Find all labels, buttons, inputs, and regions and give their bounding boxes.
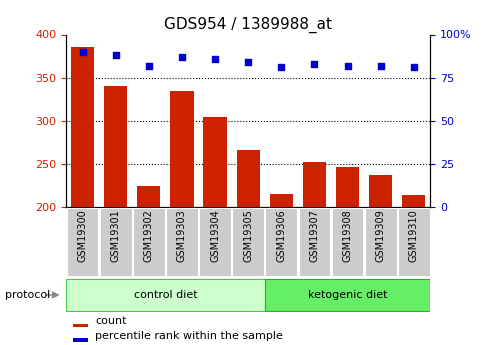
FancyBboxPatch shape	[298, 208, 329, 276]
FancyBboxPatch shape	[166, 208, 198, 276]
FancyBboxPatch shape	[232, 208, 264, 276]
Text: GSM19308: GSM19308	[342, 209, 352, 262]
FancyBboxPatch shape	[331, 208, 363, 276]
Bar	[236, 150, 259, 207]
Bar	[401, 195, 425, 207]
Point	[112, 52, 120, 58]
Text: GSM19307: GSM19307	[309, 209, 319, 262]
Text: percentile rank within the sample: percentile rank within the sample	[95, 331, 283, 341]
Bar	[368, 175, 391, 207]
FancyBboxPatch shape	[397, 208, 429, 276]
Point	[409, 65, 417, 70]
Text: GSM19305: GSM19305	[243, 209, 253, 262]
Title: GDS954 / 1389988_at: GDS954 / 1389988_at	[164, 17, 331, 33]
FancyBboxPatch shape	[66, 208, 98, 276]
Point	[178, 54, 185, 60]
FancyBboxPatch shape	[66, 279, 264, 311]
Bar	[73, 338, 88, 342]
Text: GSM19301: GSM19301	[110, 209, 121, 262]
Point	[79, 49, 86, 55]
Text: control diet: control diet	[133, 290, 197, 300]
Text: ketogenic diet: ketogenic diet	[307, 290, 386, 300]
Point	[277, 65, 285, 70]
FancyBboxPatch shape	[364, 208, 396, 276]
Point	[244, 59, 252, 65]
Text: GSM19309: GSM19309	[375, 209, 385, 262]
Text: GSM19310: GSM19310	[408, 209, 418, 262]
Text: GSM19304: GSM19304	[210, 209, 220, 262]
Bar	[335, 167, 358, 207]
Bar	[269, 194, 292, 207]
Bar	[203, 117, 226, 207]
Text: protocol: protocol	[5, 290, 50, 300]
Point	[376, 63, 384, 68]
Bar	[71, 47, 94, 207]
FancyBboxPatch shape	[199, 208, 230, 276]
Bar	[137, 186, 160, 207]
Bar	[104, 86, 127, 207]
Point	[343, 63, 351, 68]
Text: GSM19300: GSM19300	[78, 209, 87, 262]
Bar	[73, 324, 88, 327]
Point	[144, 63, 152, 68]
Point	[310, 61, 318, 67]
FancyBboxPatch shape	[100, 208, 131, 276]
FancyBboxPatch shape	[133, 208, 164, 276]
FancyBboxPatch shape	[265, 208, 297, 276]
Text: count: count	[95, 316, 126, 326]
Bar	[170, 90, 193, 207]
Text: GSM19302: GSM19302	[143, 209, 154, 262]
Bar	[302, 162, 325, 207]
Text: GSM19303: GSM19303	[177, 209, 186, 262]
Point	[211, 56, 219, 61]
FancyBboxPatch shape	[264, 279, 429, 311]
Text: GSM19306: GSM19306	[276, 209, 285, 262]
